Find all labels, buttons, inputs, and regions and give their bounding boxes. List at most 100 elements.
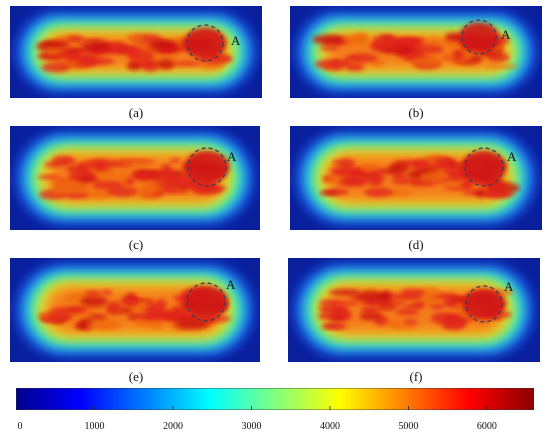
heat-speck: [91, 180, 125, 190]
heatmap-panel-c: A: [10, 126, 260, 230]
colorbar-tick-6000: 6000: [476, 421, 497, 432]
heat-speck: [359, 163, 379, 173]
heat-speck: [378, 306, 397, 311]
colorbar: [16, 388, 534, 410]
annotation-label-f: A: [504, 279, 514, 294]
region-a-circle: [186, 24, 224, 62]
heat-speck: [77, 162, 89, 171]
heat-speck: [174, 319, 209, 330]
heat-speck: [328, 289, 362, 296]
hot-spot: [184, 150, 230, 184]
colorbar-tick-4000: 4000: [319, 421, 340, 432]
heatmap-panel-b: A: [290, 6, 542, 98]
heat-speck: [319, 45, 339, 51]
heat-speck: [171, 305, 187, 314]
heat-speck: [363, 187, 394, 198]
heat-speck: [381, 290, 392, 302]
heat-speck: [360, 306, 381, 314]
region-a-circle: [461, 19, 497, 55]
region-a-circle: [465, 285, 503, 323]
heat-speck: [372, 34, 400, 46]
annotation-label-d: A: [507, 149, 517, 164]
heat-speck: [391, 178, 420, 185]
heat-speck: [66, 53, 99, 61]
annotation-label-b: A: [501, 27, 511, 42]
heat-speck: [117, 172, 130, 182]
heat-speck: [356, 290, 387, 303]
heat-speck: [148, 171, 177, 181]
heat-speck: [314, 59, 349, 70]
heatmap-image-c: [10, 126, 260, 230]
heat-speck: [359, 311, 383, 321]
heat-speck: [442, 320, 466, 331]
heat-speck: [311, 34, 346, 45]
heat-speck: [121, 160, 153, 166]
heat-speck: [332, 160, 344, 166]
heatmap-panel-a: A: [10, 6, 262, 98]
caption-c: (c): [128, 237, 144, 252]
heatmap-image-f: [288, 258, 540, 362]
heat-speck: [106, 186, 139, 197]
heat-speck: [37, 174, 60, 180]
heatmap-panel-e: A: [10, 258, 260, 362]
heat-speck: [317, 311, 347, 321]
heat-speck: [345, 63, 365, 72]
heat-speck: [106, 301, 121, 314]
heat-speck: [452, 48, 464, 61]
heatmap-image-a: [10, 6, 262, 98]
heat-speck: [341, 175, 365, 186]
heatmap-panel-f: A: [288, 258, 540, 362]
heat-speck: [163, 179, 196, 189]
heat-speck: [194, 184, 227, 192]
heat-speck: [135, 191, 156, 199]
heat-speck: [485, 64, 519, 69]
colorbar-gradient: [16, 388, 534, 410]
heat-speck: [84, 290, 103, 296]
colorbar-tick-3000: 3000: [241, 421, 262, 432]
hot-spot: [458, 22, 500, 52]
region-a-circle: [186, 282, 226, 322]
heat-speck: [94, 161, 106, 172]
hot-spot: [183, 27, 227, 59]
heat-speck: [419, 287, 441, 299]
hot-spot: [462, 288, 506, 320]
region-a-circle: [187, 147, 227, 187]
heat-speck: [339, 158, 355, 169]
heat-speck: [412, 44, 444, 54]
heat-speck: [444, 38, 462, 48]
heat-speck: [125, 45, 139, 57]
heat-speck: [397, 46, 414, 53]
heat-speck: [57, 182, 91, 194]
heat-speck: [412, 56, 443, 67]
heat-speck: [126, 33, 144, 43]
heat-speck: [411, 159, 430, 171]
heat-speck: [392, 172, 407, 180]
heatmap-image-e: [10, 258, 260, 362]
heat-speck: [482, 189, 511, 199]
heat-speck: [318, 299, 341, 306]
heat-speck: [148, 40, 179, 51]
heat-speck: [162, 55, 179, 61]
heat-speck: [395, 308, 419, 316]
caption-f: (f): [409, 369, 423, 384]
heat-speck: [464, 179, 475, 186]
heat-speck: [44, 161, 59, 168]
caption-e: (e): [128, 369, 144, 384]
heat-speck: [86, 189, 112, 200]
heat-speck: [400, 288, 425, 298]
heat-speck: [50, 307, 84, 314]
heat-speck: [114, 42, 129, 54]
heat-speck: [142, 61, 159, 72]
heat-speck: [171, 61, 202, 67]
heat-speck: [474, 188, 487, 198]
heatmap-panel-d: A: [290, 126, 542, 230]
heatmap-image-b: [290, 6, 542, 98]
heat-speck: [41, 62, 71, 73]
caption-a: (a): [128, 105, 144, 120]
annotation-label-e: A: [226, 277, 236, 292]
heat-speck: [70, 169, 96, 181]
heat-speck: [328, 167, 362, 174]
heat-speck: [101, 289, 113, 296]
heat-speck: [67, 35, 84, 43]
heat-speck: [89, 314, 107, 320]
